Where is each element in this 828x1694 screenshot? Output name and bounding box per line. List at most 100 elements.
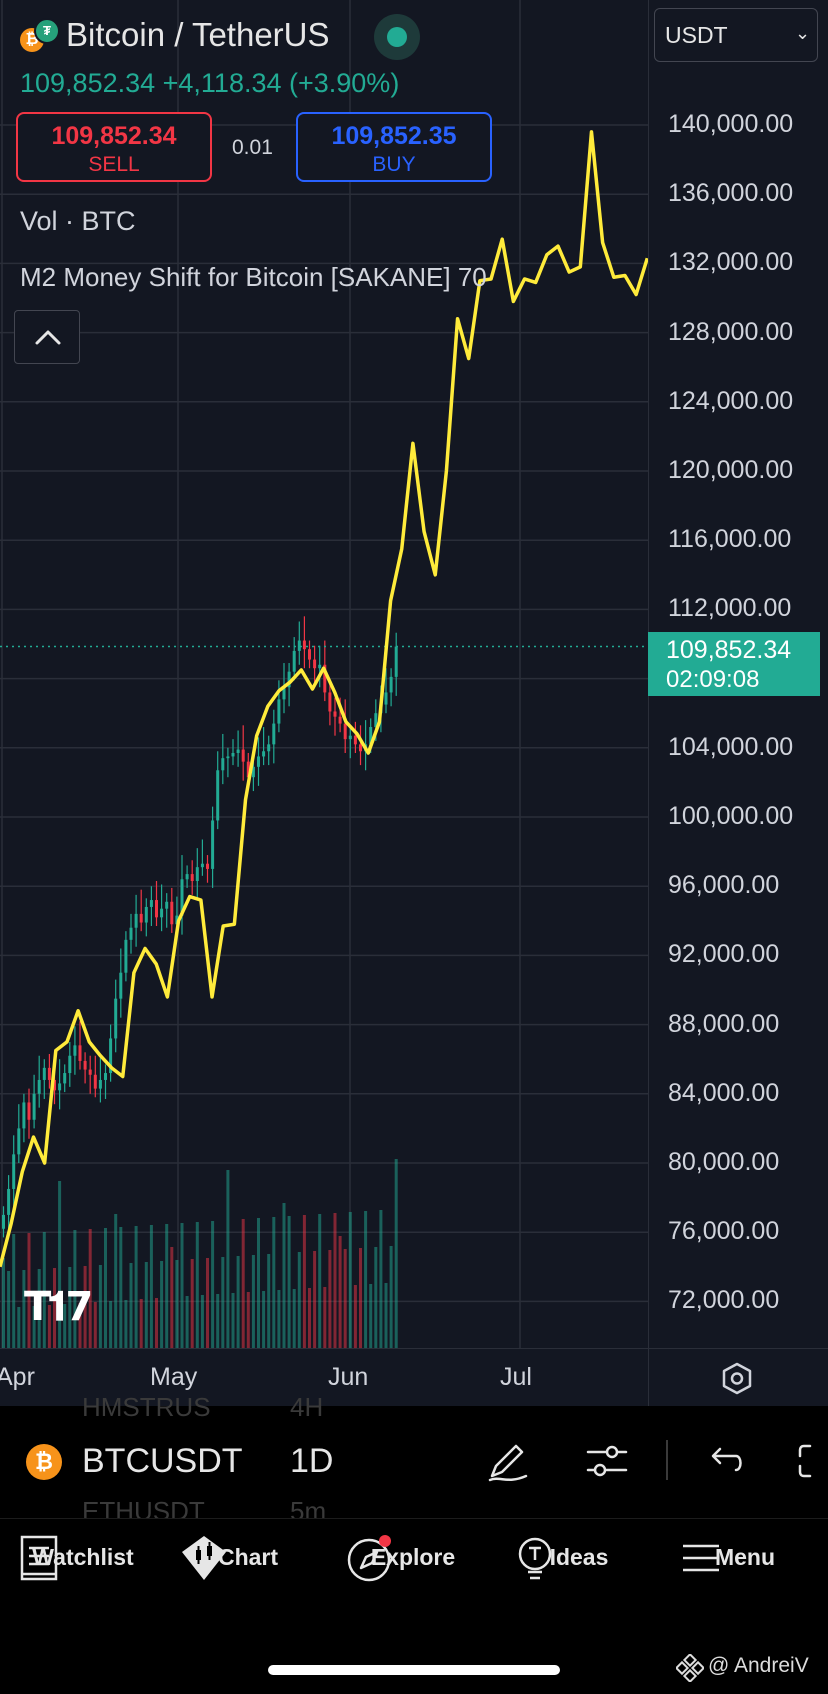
- candle-body: [7, 1188, 11, 1215]
- price-tick: 116,000.00: [668, 525, 792, 554]
- indicators-sliders-icon[interactable]: [582, 1436, 632, 1486]
- tradingview-logo: T𝟏7: [24, 1284, 93, 1330]
- volume-legend[interactable]: Vol · BTC: [20, 206, 136, 236]
- price-axis[interactable]: [648, 0, 828, 1406]
- volume-bar: [338, 1236, 342, 1348]
- candle-body: [257, 756, 260, 767]
- volume-bar: [119, 1227, 123, 1348]
- volume-bar: [114, 1214, 118, 1348]
- price-tick: 124,000.00: [668, 386, 794, 415]
- volume-bar: [2, 1258, 5, 1348]
- candle-body: [195, 867, 199, 882]
- volume-bar: [32, 1306, 36, 1348]
- volume-bar: [297, 1252, 301, 1348]
- volume-bar: [83, 1266, 87, 1348]
- nav-watchlist[interactable]: Watchlist: [13, 1532, 153, 1581]
- ghost-interval-top: 4H: [290, 1392, 324, 1422]
- sell-label: SELL: [88, 153, 140, 176]
- collapse-legend-button[interactable]: [14, 310, 80, 364]
- ideas-icon: [518, 1537, 552, 1580]
- price-tick: 128,000.00: [668, 317, 794, 346]
- market-status-icon[interactable]: [374, 14, 420, 60]
- buy-button[interactable]: 109,852.35 BUY: [296, 112, 492, 182]
- candle-body: [297, 640, 301, 651]
- nav-menu[interactable]: Menu: [675, 1532, 815, 1572]
- toolbar-divider: [666, 1440, 668, 1480]
- chevron-up-icon: [35, 330, 61, 345]
- volume-bar: [389, 1246, 393, 1348]
- candle-body: [348, 735, 352, 740]
- currency-select[interactable]: USDT ⌄: [654, 8, 818, 62]
- volume-bar: [37, 1269, 41, 1348]
- candle-body: [2, 1214, 5, 1229]
- symbol-selector[interactable]: BTCUSDT: [82, 1442, 243, 1480]
- current-price-value: 109,852.34: [666, 636, 792, 664]
- volume-bar: [63, 1304, 67, 1348]
- candle-body: [109, 1038, 113, 1074]
- volume-bar: [374, 1247, 378, 1348]
- candle-body: [206, 863, 209, 869]
- chart-area[interactable]: [0, 0, 828, 1406]
- candle-body: [68, 1055, 72, 1074]
- time-axis[interactable]: [0, 1348, 648, 1407]
- chevron-down-icon: ⌄: [795, 23, 811, 43]
- current-price-tag: 109,852.34 02:09:08: [648, 632, 820, 696]
- candle-body: [149, 900, 153, 907]
- price-tick: 72,000.00: [668, 1286, 780, 1315]
- price-tick: 136,000.00: [668, 179, 794, 208]
- candle-body: [63, 1073, 67, 1084]
- volume-bar: [287, 1216, 291, 1348]
- volume-bar: [257, 1218, 260, 1348]
- undo-icon[interactable]: [700, 1436, 750, 1486]
- candle-body: [236, 749, 240, 753]
- price-tick: 80,000.00: [668, 1148, 780, 1176]
- candle-countdown: 02:09:08: [666, 666, 760, 693]
- price-tick: 140,000.00: [668, 110, 794, 138]
- volume-bar: [308, 1288, 311, 1348]
- nav-chart[interactable]: Chart: [178, 1532, 318, 1580]
- candle-body: [144, 906, 148, 923]
- candle-body: [190, 874, 194, 882]
- volume-bar: [200, 1295, 204, 1348]
- volume-bar: [353, 1285, 357, 1348]
- nav-ideas[interactable]: Ideas: [509, 1532, 649, 1580]
- time-tick-jun: Jun: [328, 1363, 369, 1391]
- candle-body: [292, 650, 296, 672]
- chart-icon: [182, 1536, 226, 1580]
- chart-settings-button[interactable]: [648, 1348, 828, 1407]
- candle-body: [98, 1079, 102, 1089]
- candle-body: [231, 752, 235, 757]
- volume-bar: [323, 1287, 327, 1348]
- volume-bar: [236, 1256, 240, 1348]
- candle-body: [119, 972, 123, 999]
- interval-selector[interactable]: 1D: [290, 1442, 334, 1480]
- bitcoin-icon: ₿: [26, 1444, 62, 1480]
- volume-bar: [88, 1229, 92, 1348]
- candle-body: [277, 699, 281, 724]
- candle-body: [37, 1079, 41, 1094]
- candle-body: [389, 676, 393, 693]
- ghost-symbol-top: HMSTRUS: [82, 1392, 211, 1422]
- sell-button[interactable]: 109,852.34 SELL: [16, 112, 212, 182]
- volume-bar: [124, 1300, 128, 1348]
- volume-bar: [165, 1224, 169, 1348]
- volume-bar: [251, 1255, 255, 1348]
- indicator-legend[interactable]: M2 Money Shift for Bitcoin [SAKANE] 70: [20, 262, 487, 292]
- candle-body: [369, 727, 373, 745]
- price-chart[interactable]: [0, 0, 648, 1348]
- price-tick: 120,000.00: [668, 456, 794, 484]
- fullscreen-icon[interactable]: [796, 1436, 828, 1486]
- volume-bar: [98, 1265, 102, 1348]
- price-tick: 100,000.00: [668, 802, 794, 830]
- candle-body: [47, 1067, 51, 1080]
- drawing-tool-icon[interactable]: [482, 1436, 532, 1486]
- candle-body: [58, 1083, 62, 1091]
- candle-body: [42, 1067, 46, 1080]
- candle-body: [262, 751, 266, 757]
- price-change: 109,852.34 +4,118.34 (+3.90%): [20, 68, 400, 98]
- volume-bar: [226, 1170, 230, 1348]
- candle-body: [53, 1079, 56, 1091]
- nav-explore[interactable]: Explore: [343, 1532, 483, 1582]
- menu-icon: [683, 1544, 719, 1572]
- symbol-title[interactable]: Bitcoin / TetherUS: [66, 16, 330, 53]
